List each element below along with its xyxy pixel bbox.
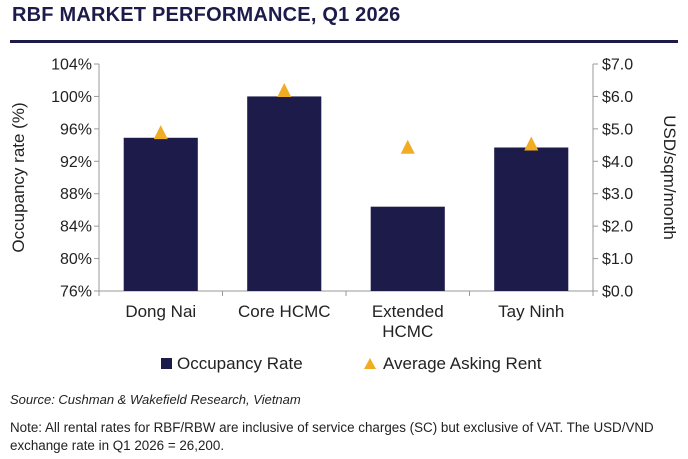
right-tick-label: $5.0 xyxy=(602,121,633,138)
y-axis-title-right: USD/sqm/month xyxy=(660,115,679,240)
right-tick-label: $6.0 xyxy=(602,89,633,106)
bar-occupancy xyxy=(494,147,569,291)
x-tick-label: HCMC xyxy=(382,322,433,341)
right-tick-label: $2.0 xyxy=(602,219,633,236)
left-tick-label: 80% xyxy=(60,251,92,268)
x-tick-label: Dong Nai xyxy=(125,302,196,321)
marker-asking-rent xyxy=(400,139,415,154)
x-tick-label: Tay Ninh xyxy=(498,302,564,321)
legend-label-occupancy: Occupancy Rate xyxy=(177,354,303,373)
footnote: Note: All rental rates for RBF/RBW are i… xyxy=(10,420,654,453)
left-tick-label: 100% xyxy=(51,89,92,106)
right-tick-label: $0.0 xyxy=(602,284,633,301)
left-tick-label: 84% xyxy=(60,219,92,236)
y-axis-title-left: Occupancy rate (%) xyxy=(9,102,28,252)
title-underline xyxy=(10,40,678,43)
bar-occupancy xyxy=(123,137,198,291)
bar-occupancy xyxy=(370,206,445,291)
left-tick-label: 76% xyxy=(60,284,92,301)
chart-title: RBF MARKET PERFORMANCE, Q1 2026 xyxy=(12,4,401,26)
left-tick-label: 88% xyxy=(60,186,92,203)
legend-swatch-rent xyxy=(364,358,376,369)
left-tick-label: 104% xyxy=(51,57,92,74)
marker-asking-rent xyxy=(524,136,539,151)
right-tick-label: $1.0 xyxy=(602,251,633,268)
right-tick-label: $7.0 xyxy=(602,57,633,74)
bar-occupancy xyxy=(247,96,322,291)
legend-label-rent: Average Asking Rent xyxy=(383,354,542,373)
combo-chart: 76% 80% 84% 88% 92% 96% 100% 104% $0.0 $1.0 $2.0 $3… xyxy=(9,57,679,374)
legend: Occupancy Rate Average Asking Rent xyxy=(161,354,542,373)
x-tick-label: Core HCMC xyxy=(238,302,331,321)
marker-asking-rent xyxy=(153,125,168,140)
plot-area: 76% 80% 84% 88% 92% 96% 100% 104% $0.0 $1.0 $2.0 $3… xyxy=(9,57,679,342)
right-tick-label: $3.0 xyxy=(602,186,633,203)
source-note: Source: Cushman & Wakefield Research, Vi… xyxy=(10,392,301,407)
x-tick-label: Extended xyxy=(372,302,444,321)
left-tick-label: 96% xyxy=(60,121,92,138)
right-tick-label: $4.0 xyxy=(602,154,633,171)
left-tick-label: 92% xyxy=(60,154,92,171)
legend-swatch-occupancy xyxy=(161,358,172,369)
marker-asking-rent xyxy=(277,82,292,97)
